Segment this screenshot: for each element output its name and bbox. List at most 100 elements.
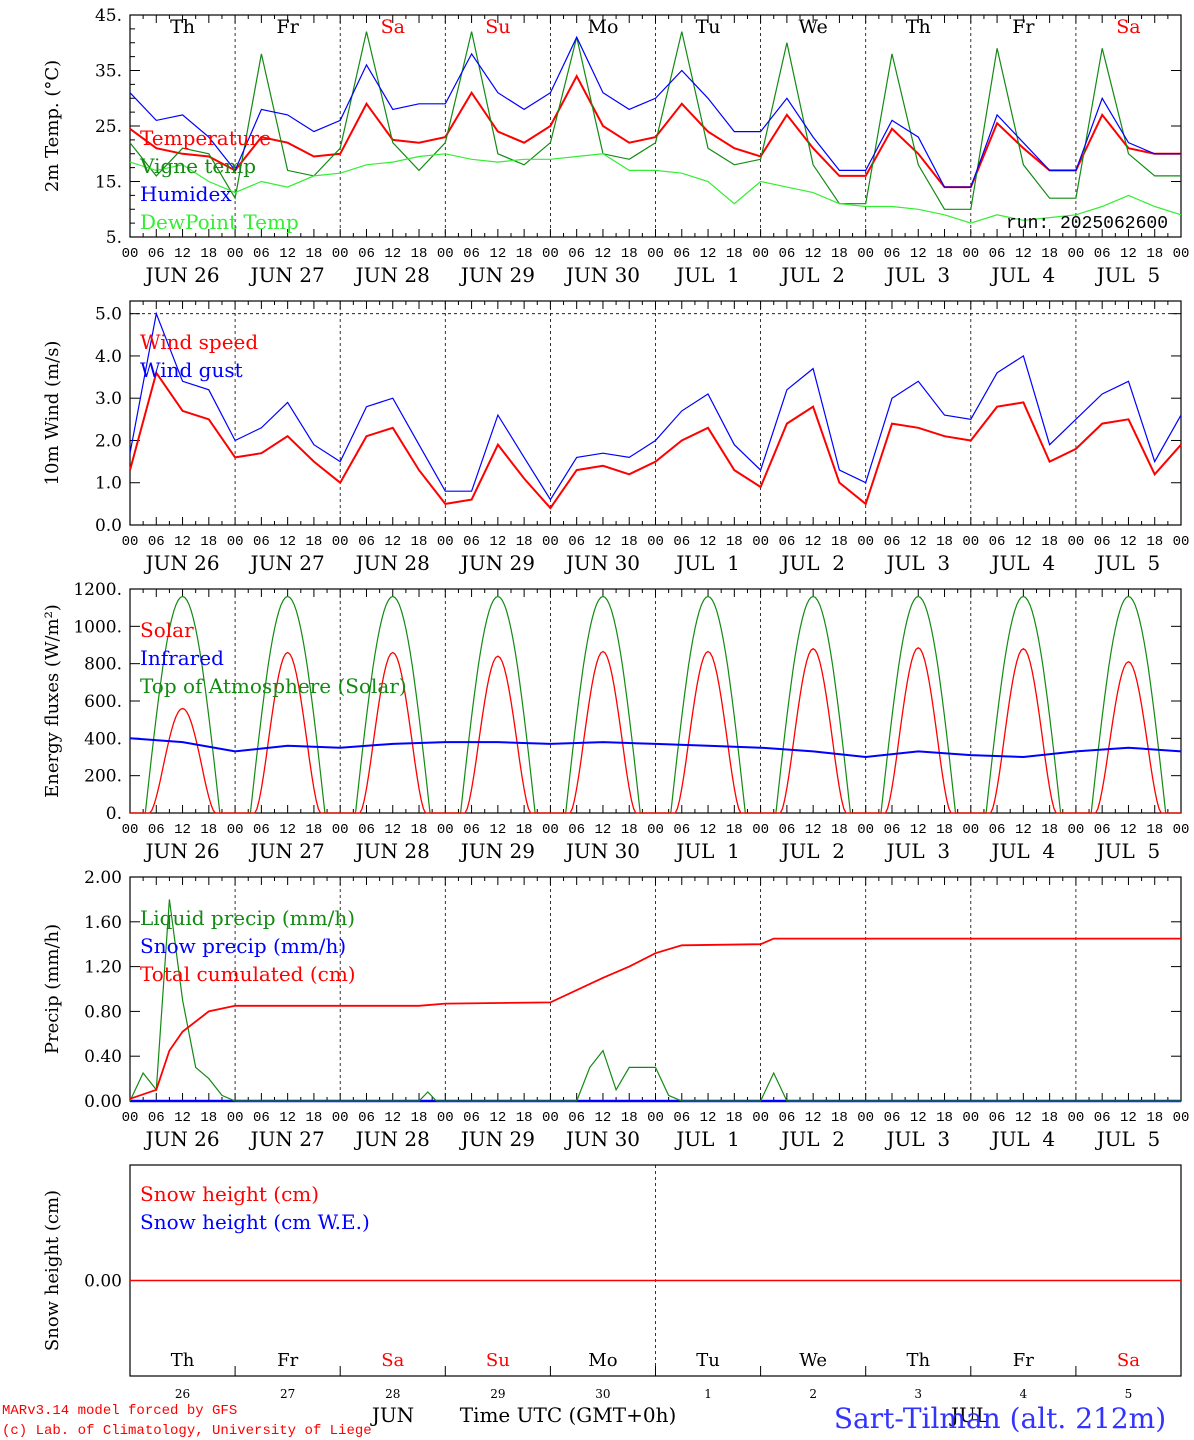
chart-panel-1: 00 06 12 18 00 06 12 18 00 06 12 18 00 06 12 18 00 06 12 18…	[42, 6, 1189, 287]
hour-tick-label: 06	[1094, 534, 1111, 550]
hour-tick-label: 18	[726, 822, 743, 838]
date-label: JUN 29	[459, 551, 535, 575]
hour-tick-label: 18	[411, 822, 428, 838]
hour-tick-label: 18	[411, 1110, 428, 1126]
bottom-day-number: 2	[809, 1387, 817, 1401]
hour-tick-label: 12	[279, 246, 296, 262]
hour-tick-label: 12	[1120, 822, 1137, 838]
hour-tick-label: 18	[1041, 246, 1058, 262]
day-name: Tu	[696, 16, 721, 38]
bottom-day-number: 28	[385, 1387, 400, 1401]
hour-tick-label: 06	[253, 1110, 270, 1126]
hour-tick-label: 00	[542, 534, 559, 550]
legend-entry: Snow height (cm W.E.)	[140, 1210, 370, 1234]
hour-tick-label: 12	[805, 1110, 822, 1126]
hour-tick-label: 12	[384, 1110, 401, 1126]
y-axis-label: Energy fluxes (W/m²)	[42, 604, 63, 798]
hour-tick-label: 06	[253, 246, 270, 262]
date-label: JUL 3	[884, 263, 950, 287]
hour-tick-label: 12	[489, 1110, 506, 1126]
y-tick-label: 35.	[95, 62, 122, 82]
hour-tick-label: 06	[358, 534, 375, 550]
date-label: JUN 26	[143, 839, 219, 863]
hour-tick-label: 00	[122, 1110, 139, 1126]
plot-frame	[129, 588, 1182, 814]
hour-tick-label: 18	[200, 534, 217, 550]
date-label: JUN 26	[143, 551, 219, 575]
bottom-day-name: Fr	[277, 1350, 298, 1371]
bottom-day-number: 1	[704, 1387, 712, 1401]
y-tick-label: 0.40	[84, 1047, 122, 1067]
hour-tick-label: 18	[831, 534, 848, 550]
bottom-day-number: 29	[490, 1387, 505, 1401]
hour-tick-label: 06	[778, 246, 795, 262]
hour-tick-label: 18	[936, 1110, 953, 1126]
y-tick-label: 2.0	[95, 431, 122, 451]
hour-tick-label: 12	[700, 822, 717, 838]
hour-tick-label: 06	[989, 822, 1006, 838]
legend-entry: Total cumulated (cm)	[140, 962, 356, 986]
day-name: Sa	[381, 16, 405, 38]
date-label: JUN 26	[143, 263, 219, 287]
hour-tick-label: 00	[752, 534, 769, 550]
legend-entry: Solar	[140, 618, 194, 642]
bottom-day-number: 3	[914, 1387, 922, 1401]
bottom-day-name: We	[799, 1350, 827, 1371]
hour-tick-label: 12	[910, 534, 927, 550]
hour-tick-label: 06	[673, 822, 690, 838]
date-label: JUN 30	[564, 839, 640, 863]
hour-tick-label: 00	[437, 534, 454, 550]
hour-tick-label: 00	[1067, 246, 1084, 262]
hour-tick-label: 18	[621, 822, 638, 838]
y-tick-label: 0.0	[95, 516, 122, 536]
hour-tick-label: 00	[332, 822, 349, 838]
y-tick-label: 0.	[106, 804, 122, 824]
hour-tick-label: 12	[384, 534, 401, 550]
hour-tick-label: 06	[463, 534, 480, 550]
legend-entry: Wind gust	[140, 358, 243, 382]
bottom-day-number: 5	[1125, 1387, 1133, 1401]
y-axis-label: 10m Wind (m/s)	[42, 341, 63, 486]
hour-tick-label: 12	[910, 1110, 927, 1126]
hour-tick-label: 12	[910, 822, 927, 838]
y-tick-label: 1.20	[84, 958, 122, 978]
hour-tick-label: 12	[595, 246, 612, 262]
hour-tick-label: 12	[1120, 246, 1137, 262]
date-label: JUN 27	[249, 263, 325, 287]
hour-tick-label: 12	[174, 246, 191, 262]
legend-entry: DewPoint Temp	[140, 210, 299, 234]
hour-tick-label: 00	[962, 1110, 979, 1126]
hour-tick-label: 12	[700, 1110, 717, 1126]
chart-panel-5: 0.00 Snow height (cm) Th 26 Fr 27 Sa 28 Su 29 Mo 30…	[42, 1164, 1182, 1427]
y-tick-label: 0.00	[84, 1092, 122, 1112]
hour-tick-label: 00	[122, 534, 139, 550]
chart-panel-4: 00 06 12 18 00 06 12 18 00 06 12 18 00 06 12 18 00 06 12 18…	[42, 868, 1189, 1151]
hour-tick-label: 06	[1094, 822, 1111, 838]
bottom-day-name: Sa	[1117, 1350, 1140, 1371]
hour-tick-label: 00	[857, 246, 874, 262]
hour-tick-label: 00	[332, 1110, 349, 1126]
day-name: Th	[170, 16, 195, 38]
legend-entry: Snow height (cm)	[140, 1182, 319, 1206]
hour-tick-label: 00	[227, 1110, 244, 1126]
hour-tick-label: 18	[1146, 822, 1163, 838]
hour-tick-label: 06	[253, 534, 270, 550]
hour-tick-label: 00	[437, 822, 454, 838]
bottom-day-name: Fr	[1013, 1350, 1034, 1371]
legend-entry: Temperature	[140, 126, 271, 150]
hour-tick-label: 18	[516, 822, 533, 838]
hour-tick-label: 12	[595, 534, 612, 550]
legend-entry: Humidex	[140, 182, 232, 206]
hour-tick-label: 00	[647, 1110, 664, 1126]
hour-tick-label: 06	[568, 246, 585, 262]
date-label: JUL 2	[779, 1127, 845, 1151]
date-label: JUL 3	[884, 551, 950, 575]
date-label: JUN 30	[564, 551, 640, 575]
y-tick-label: 800.	[84, 655, 122, 675]
legend-entry: Top of Atmosphere (Solar)	[140, 674, 407, 698]
hour-tick-label: 18	[621, 1110, 638, 1126]
hour-tick-label: 18	[306, 822, 323, 838]
hour-tick-label: 18	[1041, 822, 1058, 838]
date-label: JUL 5	[1095, 551, 1161, 575]
date-label: JUL 4	[990, 1127, 1056, 1151]
